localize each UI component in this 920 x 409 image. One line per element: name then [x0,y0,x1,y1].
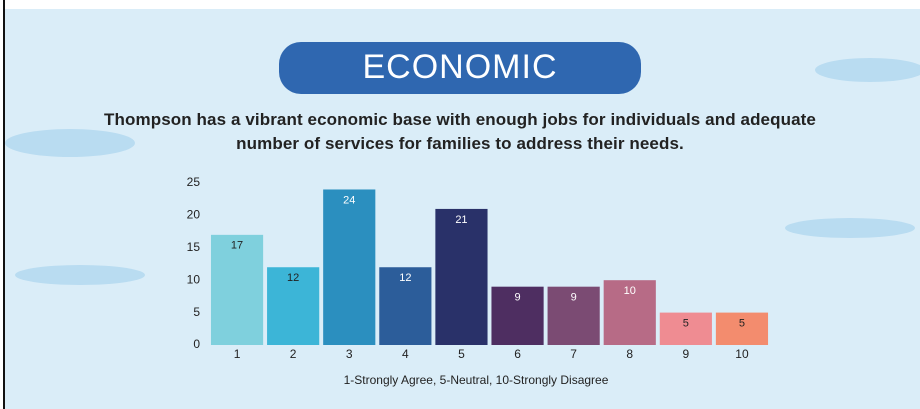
bar [435,208,488,345]
y-tick-label: 0 [193,337,200,351]
y-tick-label: 25 [187,175,201,189]
y-tick-label: 15 [187,240,201,254]
value-label: 24 [343,194,355,206]
x-tick-label: 2 [290,347,297,361]
bar [267,267,320,345]
x-tick-label: 4 [402,347,409,361]
bar [323,189,376,345]
bar [379,267,432,345]
bar [715,312,769,345]
x-tick-label: 6 [514,347,521,361]
value-label: 21 [455,214,467,226]
x-tick-label: 10 [735,347,749,361]
value-label: 10 [624,285,636,297]
value-label: 9 [514,292,520,304]
y-tick-label: 20 [187,208,201,222]
x-tick-label: 3 [346,347,353,361]
x-axis-label: 1-Strongly Agree, 5-Neutral, 10-Strongly… [344,373,609,387]
y-tick-label: 5 [193,305,200,319]
x-tick-label: 7 [570,347,577,361]
value-label: 12 [287,272,299,284]
subtitle: Thompson has a vibrant economic base wit… [104,110,816,153]
cloud [15,265,145,285]
value-label: 12 [399,272,411,284]
value-label: 17 [231,240,243,252]
x-tick-label: 1 [234,347,241,361]
x-tick-label: 8 [626,347,633,361]
bar [491,286,544,345]
value-label: 9 [571,292,577,304]
bar [603,280,656,345]
title-badge [279,42,641,94]
bar [210,234,264,345]
bar [659,312,712,345]
bar [547,286,600,345]
cloud [5,129,135,157]
chart-title: ECONOMIC [363,48,558,86]
cloud [785,218,915,238]
x-tick-label: 5 [458,347,465,361]
y-tick-label: 10 [187,272,201,286]
cloud [815,58,920,82]
value-label: 5 [683,318,689,330]
x-tick-label: 9 [683,347,690,361]
value-label: 5 [739,318,745,330]
